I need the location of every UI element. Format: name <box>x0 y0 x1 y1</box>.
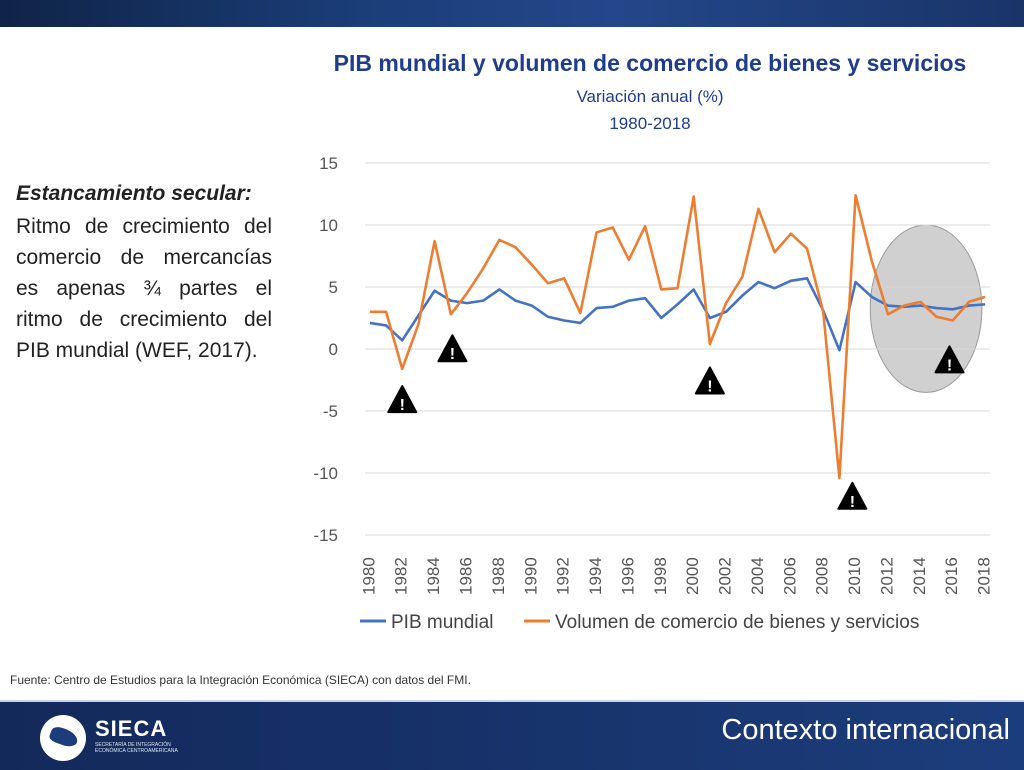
x-tick-label: 1998 <box>651 557 670 595</box>
legend-label-gdp: PIB mundial <box>391 612 493 633</box>
warning-icon-mark: ! <box>947 357 952 374</box>
warning-icon <box>694 366 725 395</box>
y-tick-label: 10 <box>319 216 338 235</box>
x-tick-label: 1990 <box>521 557 540 595</box>
x-tick-label: 1986 <box>456 557 475 595</box>
source-note: Fuente: Centro de Estudios para la Integ… <box>10 673 471 687</box>
x-tick-label: 2000 <box>683 557 702 595</box>
legend-label-trade: Volumen de comercio de bienes y servicio… <box>555 612 919 633</box>
logo-subtitle: SECRETARÍA DE INTEGRACIÓN ECONÓMICA CENT… <box>95 742 178 754</box>
warning-icon-mark: ! <box>450 346 455 363</box>
x-tick-label: 1980 <box>359 557 378 595</box>
x-tick-label: 1996 <box>618 557 637 595</box>
warning-icon <box>387 385 418 414</box>
footer: SIECA SECRETARÍA DE INTEGRACIÓN ECONÓMIC… <box>0 700 1024 770</box>
sidebar-text: Ritmo de crecimiento del comercio de mer… <box>16 215 272 362</box>
x-tick-label: 2006 <box>780 557 799 595</box>
warning-icon <box>837 481 868 510</box>
warning-icon-mark: ! <box>400 397 405 414</box>
line-chart: 15 10 5 0 -5 -10 -15 1980 1982 1984 1986 1988 1990 19… <box>313 154 994 633</box>
y-tick-label: -15 <box>313 526 338 545</box>
x-tick-label: 2008 <box>813 557 832 595</box>
x-tick-label: 1982 <box>392 557 411 595</box>
top-banner <box>0 0 1024 27</box>
logo-name: SIECA <box>95 716 168 741</box>
footer-title: Contexto internacional <box>721 714 1010 746</box>
warning-icon-mark: ! <box>707 378 712 395</box>
map-icon <box>48 724 80 750</box>
x-tick-label: 1992 <box>554 557 573 595</box>
x-tick-label: 1984 <box>424 557 443 595</box>
x-tick-label: 1994 <box>586 557 605 595</box>
x-tick-label: 2014 <box>910 557 929 595</box>
x-tick-label: 2004 <box>748 557 767 595</box>
x-tick-label: 2016 <box>942 557 961 595</box>
y-tick-label: 15 <box>319 154 338 173</box>
x-tick-label: 2002 <box>716 557 735 595</box>
warning-icon <box>934 345 965 374</box>
x-tick-label: 2018 <box>975 557 994 595</box>
warning-icon <box>437 334 468 363</box>
series-line-trade <box>369 193 986 480</box>
chart-years: 1980-2018 <box>609 114 691 133</box>
sidebar-heading: Estancamiento secular: <box>16 182 252 205</box>
series-line-gdp <box>369 277 986 352</box>
chart-subtitle: Variación anual (%) <box>576 87 724 106</box>
warning-icon-mark: ! <box>850 494 855 511</box>
chart-title: PIB mundial y volumen de comercio de bie… <box>333 50 967 76</box>
y-tick-label: 5 <box>329 278 338 297</box>
x-tick-label: 2012 <box>877 557 896 595</box>
sieca-logo-icon <box>40 715 86 761</box>
y-tick-label: -5 <box>323 402 338 421</box>
x-tick-label: 2010 <box>845 557 864 595</box>
y-tick-label: 0 <box>329 340 338 359</box>
x-tick-label: 1988 <box>489 557 508 595</box>
y-tick-label: -10 <box>313 464 338 483</box>
